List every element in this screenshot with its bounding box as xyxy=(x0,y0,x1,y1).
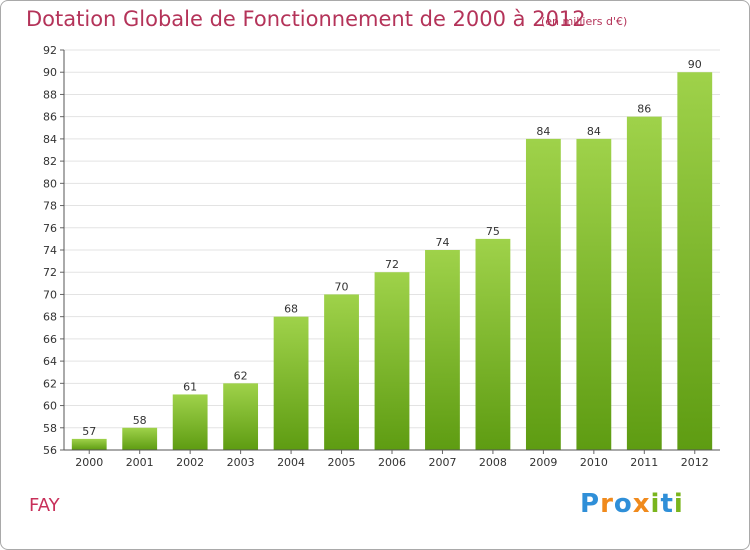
x-tick-label-2010: 2010 xyxy=(580,456,608,469)
y-tick-label: 88 xyxy=(43,88,57,101)
bar-2006 xyxy=(374,272,410,450)
y-tick-label: 56 xyxy=(43,444,57,457)
x-tick-label-2005: 2005 xyxy=(328,456,356,469)
bar-2011 xyxy=(626,116,662,451)
y-tick-label: 90 xyxy=(43,66,57,79)
value-label-2010: 84 xyxy=(587,125,601,138)
bar-2010 xyxy=(576,138,612,450)
logo-letter: P xyxy=(580,489,601,519)
value-label-2006: 72 xyxy=(385,258,399,271)
logo-letter: r xyxy=(600,489,614,519)
y-tick-label: 80 xyxy=(43,177,57,190)
logo-letter: i xyxy=(650,489,661,519)
value-label-2007: 74 xyxy=(435,236,449,249)
bar-2012 xyxy=(677,72,713,450)
chart-unit: (en milliers d'€) xyxy=(541,15,628,28)
logo-letter: i xyxy=(673,489,684,519)
y-tick-label: 72 xyxy=(43,266,57,279)
y-tick-label: 66 xyxy=(43,333,57,346)
value-label-2008: 75 xyxy=(486,225,500,238)
x-tick-label-2012: 2012 xyxy=(681,456,709,469)
x-tick-label-2007: 2007 xyxy=(428,456,456,469)
bar-2002 xyxy=(172,394,208,450)
y-tick-label: 62 xyxy=(43,377,57,390)
x-tick-label-2008: 2008 xyxy=(479,456,507,469)
y-tick-label: 60 xyxy=(43,400,57,413)
x-tick-label-2001: 2001 xyxy=(126,456,154,469)
labels: 56 58 60 62 64 66 68 70 72 74 76 78 80 82 84 86 88 90 92 57… xyxy=(43,44,709,469)
chart-title: Dotation Globale de Fonctionnement de 20… xyxy=(26,7,586,31)
bar-2003 xyxy=(223,383,259,450)
value-label-2004: 68 xyxy=(284,303,298,316)
bar-2004 xyxy=(273,316,309,450)
y-tick-label: 68 xyxy=(43,311,57,324)
y-tick-label: 76 xyxy=(43,222,57,235)
y-tick-label: 58 xyxy=(43,422,57,435)
y-tick-label: 86 xyxy=(43,111,57,124)
x-tick-label-2003: 2003 xyxy=(227,456,255,469)
x-tick-label-2002: 2002 xyxy=(176,456,204,469)
value-label-2009: 84 xyxy=(536,125,550,138)
logo-letter: x xyxy=(632,489,651,519)
bar-2000 xyxy=(71,438,107,450)
bar-2005 xyxy=(324,294,359,450)
axes xyxy=(60,49,720,454)
value-label-2005: 70 xyxy=(335,280,349,293)
value-label-2000: 57 xyxy=(82,425,96,438)
value-label-2002: 61 xyxy=(183,380,197,393)
bars xyxy=(71,72,713,451)
x-tick-label-2004: 2004 xyxy=(277,456,305,469)
logo-letter: o xyxy=(613,489,633,519)
x-tick-label-2006: 2006 xyxy=(378,456,406,469)
y-tick-label: 70 xyxy=(43,288,57,301)
bar-2008 xyxy=(475,238,511,450)
y-tick-label: 64 xyxy=(43,355,57,368)
y-tick-label: 82 xyxy=(43,155,57,168)
bar-2001 xyxy=(122,427,158,450)
logo-letter: t xyxy=(660,489,674,519)
y-tick-label: 92 xyxy=(43,44,57,57)
bar-2009 xyxy=(525,138,561,450)
x-tick-label-2011: 2011 xyxy=(630,456,658,469)
y-tick-label: 74 xyxy=(43,244,57,257)
proxiti-logo: Proxiti xyxy=(580,489,684,519)
y-tick-label: 78 xyxy=(43,200,57,213)
y-tick-label: 84 xyxy=(43,133,57,146)
x-tick-label-2009: 2009 xyxy=(529,456,557,469)
x-tick-label-2000: 2000 xyxy=(75,456,103,469)
value-label-2003: 62 xyxy=(234,369,248,382)
value-label-2001: 58 xyxy=(133,414,147,427)
bar-2007 xyxy=(425,250,460,450)
commune-name: FAY xyxy=(29,495,60,516)
value-label-2012: 90 xyxy=(688,58,702,71)
value-label-2011: 86 xyxy=(637,103,651,116)
